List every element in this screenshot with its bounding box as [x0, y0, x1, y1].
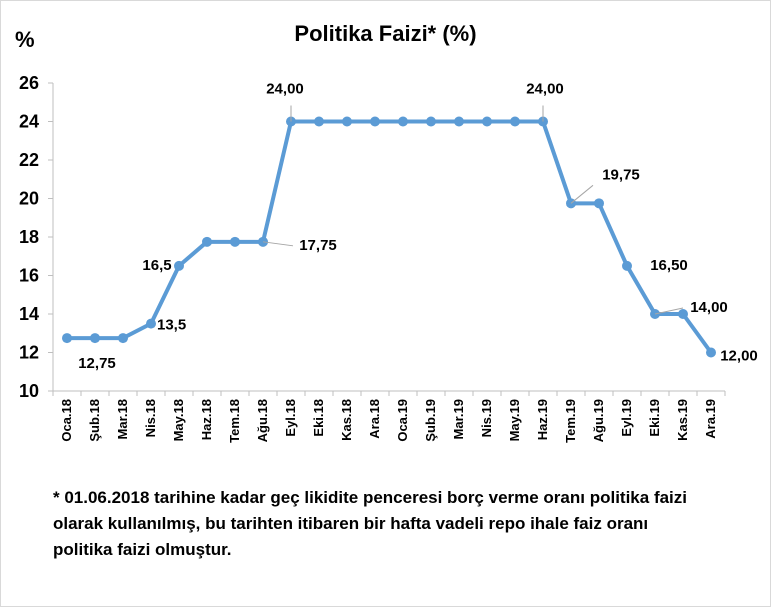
data-point [454, 116, 464, 127]
data-point [230, 236, 240, 247]
data-point [342, 116, 352, 127]
data-point [398, 116, 408, 127]
x-tick-label: Ara.19 [703, 399, 718, 439]
data-label: 24,00 [266, 81, 304, 98]
y-tick-label: 26 [19, 73, 39, 93]
x-tick-label: Kas.18 [339, 399, 354, 441]
data-point [314, 116, 324, 127]
data-label-leader [570, 184, 594, 204]
x-tick-label: Eki.18 [311, 399, 326, 437]
chart-title: Politika Faizi* (%) [294, 21, 477, 46]
data-label: 12,75 [78, 355, 116, 372]
x-tick-label: Haz.18 [199, 399, 214, 440]
data-label: 12,00 [720, 348, 758, 365]
y-tick-label: 16 [19, 266, 39, 286]
x-tick-label: Şub.19 [423, 399, 438, 442]
data-point [118, 333, 128, 344]
x-tick-label: Oca.18 [59, 399, 74, 442]
data-point [706, 347, 716, 358]
y-tick-label: 18 [19, 227, 39, 247]
x-tick-label: Eki.19 [647, 399, 662, 437]
x-tick-label: Kas.19 [675, 399, 690, 441]
x-tick-label: Eyl.19 [619, 399, 634, 437]
y-tick-label: 12 [19, 343, 39, 363]
x-tick-label: Haz.19 [535, 399, 550, 440]
x-tick-label: Tem.18 [227, 399, 242, 443]
data-point [62, 333, 72, 344]
data-point [174, 260, 184, 271]
x-tick-label: Mar.18 [115, 399, 130, 439]
data-label: 19,75 [602, 166, 640, 183]
data-label: 13,5 [157, 317, 186, 334]
series-line [67, 119, 713, 354]
data-point [622, 260, 632, 271]
data-label: 24,00 [526, 81, 564, 98]
x-tick-label: Ağu.18 [255, 399, 270, 442]
data-point [510, 116, 520, 127]
x-tick-label: Ağu.19 [591, 399, 606, 442]
x-tick-label: Eyl.18 [283, 399, 298, 437]
x-tick-label: Nis.19 [479, 399, 494, 437]
x-tick-label: May.19 [507, 399, 522, 441]
data-point [202, 236, 212, 247]
data-label: 16,5 [142, 257, 171, 274]
data-label: 14,00 [690, 299, 728, 316]
data-point [426, 116, 436, 127]
x-tick-label: Şub.18 [87, 399, 102, 442]
data-point [146, 318, 156, 329]
y-tick-label: 22 [19, 150, 39, 170]
x-tick-label: Oca.19 [395, 399, 410, 442]
y-axis-unit-label: % [15, 27, 35, 52]
data-label-leader [262, 241, 294, 247]
y-tick-label: 20 [19, 189, 39, 209]
x-tick-label: Nis.18 [143, 399, 158, 437]
y-tick-label: 10 [19, 381, 39, 401]
x-tick-label: Ara.18 [367, 399, 382, 439]
data-point [90, 333, 100, 344]
data-point [370, 116, 380, 127]
data-label: 16,50 [650, 257, 688, 274]
x-tick-label: Mar.19 [451, 399, 466, 439]
data-label: 17,75 [299, 237, 337, 254]
chart-plot: 10 12 14 16 18 20 22 24 26 Oca.18 Şub.18 Mar.18 Nis.… [19, 73, 758, 443]
data-point [594, 198, 604, 209]
data-label-leader [654, 307, 684, 315]
x-tick-label: May.18 [171, 399, 186, 441]
x-tick-label: Tem.19 [563, 399, 578, 443]
y-tick-label: 14 [19, 304, 39, 324]
y-tick-label: 24 [19, 112, 39, 132]
data-point [482, 116, 492, 127]
chart-footnote: * 01.06.2018 tarihine kadar geç likidite… [53, 488, 688, 559]
data-point [678, 309, 688, 319]
